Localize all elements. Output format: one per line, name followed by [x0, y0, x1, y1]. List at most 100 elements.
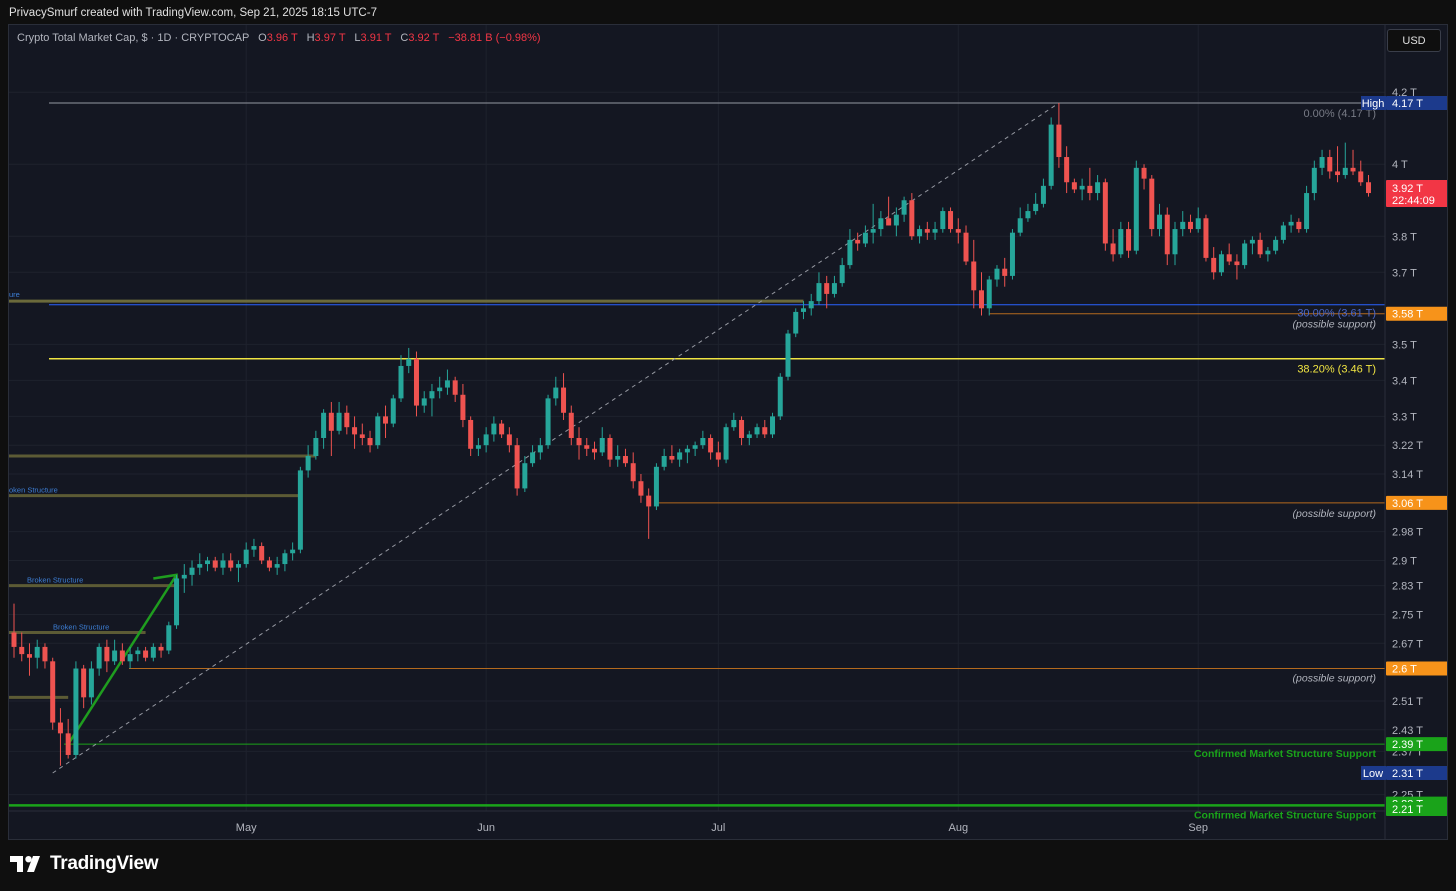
candle-body	[88, 668, 94, 698]
candle-body	[630, 463, 636, 482]
y-tick-label: 3.8 T	[1392, 231, 1417, 243]
candle-body	[483, 434, 489, 446]
candle-body	[336, 412, 342, 431]
current-price-badge: 3.92 T	[1392, 183, 1423, 195]
candle-body	[1327, 157, 1333, 172]
price-chart[interactable]: 0.00% (4.17 T)30.00% (3.61 T)(possible s…	[9, 25, 1448, 840]
candle-body	[1102, 182, 1108, 244]
candle-body	[692, 445, 698, 449]
candle-body	[708, 437, 714, 453]
candle-body	[615, 456, 621, 460]
candle-body	[831, 283, 837, 294]
candle-body	[174, 578, 180, 626]
candle-body	[1273, 239, 1279, 251]
candle-body	[1087, 185, 1093, 194]
low-badge: 2.31 T	[1392, 768, 1423, 780]
candle-body	[421, 398, 427, 406]
candle-body	[514, 445, 520, 489]
candle-body	[96, 646, 102, 669]
low-tag-bg	[1361, 765, 1386, 780]
candle-body	[1172, 229, 1178, 255]
candle-body	[746, 434, 752, 438]
close-label: C	[400, 32, 409, 44]
y-tick-label: 3.22 T	[1392, 440, 1423, 452]
candle-body	[1025, 211, 1031, 219]
fib-trend-line	[52, 102, 1060, 774]
candle-body	[181, 574, 187, 579]
candle-body	[948, 211, 954, 230]
x-tick-label: May	[236, 822, 257, 834]
candle-body	[1118, 229, 1124, 255]
candle-body	[57, 722, 63, 734]
y-tick-label: 3.5 T	[1392, 339, 1417, 351]
candle-body	[1048, 124, 1054, 186]
candle-body	[1242, 243, 1248, 266]
candle-body	[344, 412, 350, 428]
candle-body	[963, 232, 969, 262]
candle-body	[228, 560, 234, 568]
candle-body	[1079, 185, 1085, 190]
candle-body	[282, 553, 288, 565]
candle-body	[1009, 232, 1015, 276]
candle-body	[561, 387, 567, 413]
candle-body	[553, 387, 559, 399]
candle-body	[127, 654, 133, 662]
currency-button[interactable]: USD	[1387, 29, 1441, 52]
candle-body	[1095, 182, 1101, 194]
candle-body	[770, 416, 776, 435]
candle-body	[1002, 268, 1008, 276]
candle-body	[1110, 243, 1116, 255]
support-26-badge: 2.6 T	[1392, 664, 1417, 676]
support-358-badge-bg	[1386, 306, 1447, 321]
candle-body	[1304, 193, 1310, 230]
candle-body	[406, 358, 412, 366]
candle-body	[568, 412, 574, 438]
candle-body	[808, 301, 814, 309]
candle-body	[135, 650, 141, 655]
support-239-badge-bg	[1386, 737, 1447, 752]
candle-body	[1071, 182, 1077, 190]
possible-support-label: (possible support)	[1293, 319, 1376, 331]
candle-body	[297, 470, 303, 550]
candle-body	[607, 437, 613, 460]
broken-structure-label: ure	[9, 290, 20, 299]
candle-body	[499, 423, 505, 435]
candle-body	[413, 358, 419, 406]
candle-body	[321, 412, 327, 438]
candle-body	[739, 419, 745, 438]
candle-body	[762, 427, 768, 435]
candle-body	[143, 650, 149, 658]
candle-body	[646, 495, 652, 507]
candle-body	[1141, 167, 1147, 179]
y-tick-label: 3.3 T	[1392, 411, 1417, 423]
candle-body	[839, 265, 845, 284]
candle-body	[290, 549, 296, 554]
candle-body	[491, 423, 497, 435]
candle-body	[437, 387, 443, 392]
candle-body	[669, 456, 675, 460]
candle-body	[917, 229, 923, 237]
candle-body	[855, 239, 861, 244]
candle-body	[259, 546, 265, 561]
candle-body	[785, 333, 791, 377]
candle-body	[375, 416, 381, 446]
chart-panel[interactable]: 0.00% (4.17 T) 30.00% (3.61 T) (possible s…	[8, 24, 1448, 840]
support-358-badge: 3.58 T	[1392, 309, 1423, 321]
fib-30-label: 30.00% (3.61 T)	[1297, 308, 1376, 320]
y-tick-label: 2.67 T	[1392, 638, 1423, 650]
candle-body	[622, 456, 628, 464]
candle-body	[235, 564, 241, 568]
annotation-lines	[9, 102, 1385, 807]
possible-support-label: (possible support)	[1293, 673, 1376, 685]
candle-body	[1319, 157, 1325, 168]
candle-body	[901, 200, 907, 215]
broken-structure-label: Broken Structure	[53, 623, 109, 632]
candle-body	[1157, 214, 1163, 230]
candle-body	[955, 229, 961, 233]
candle-body	[197, 564, 203, 568]
tradingview-logo[interactable]: TradingView	[10, 853, 159, 875]
candle-body	[119, 650, 125, 662]
candle-body	[305, 456, 311, 471]
broken-structure-label: oken Structure	[9, 486, 58, 495]
tradingview-logo-icon	[10, 856, 40, 872]
